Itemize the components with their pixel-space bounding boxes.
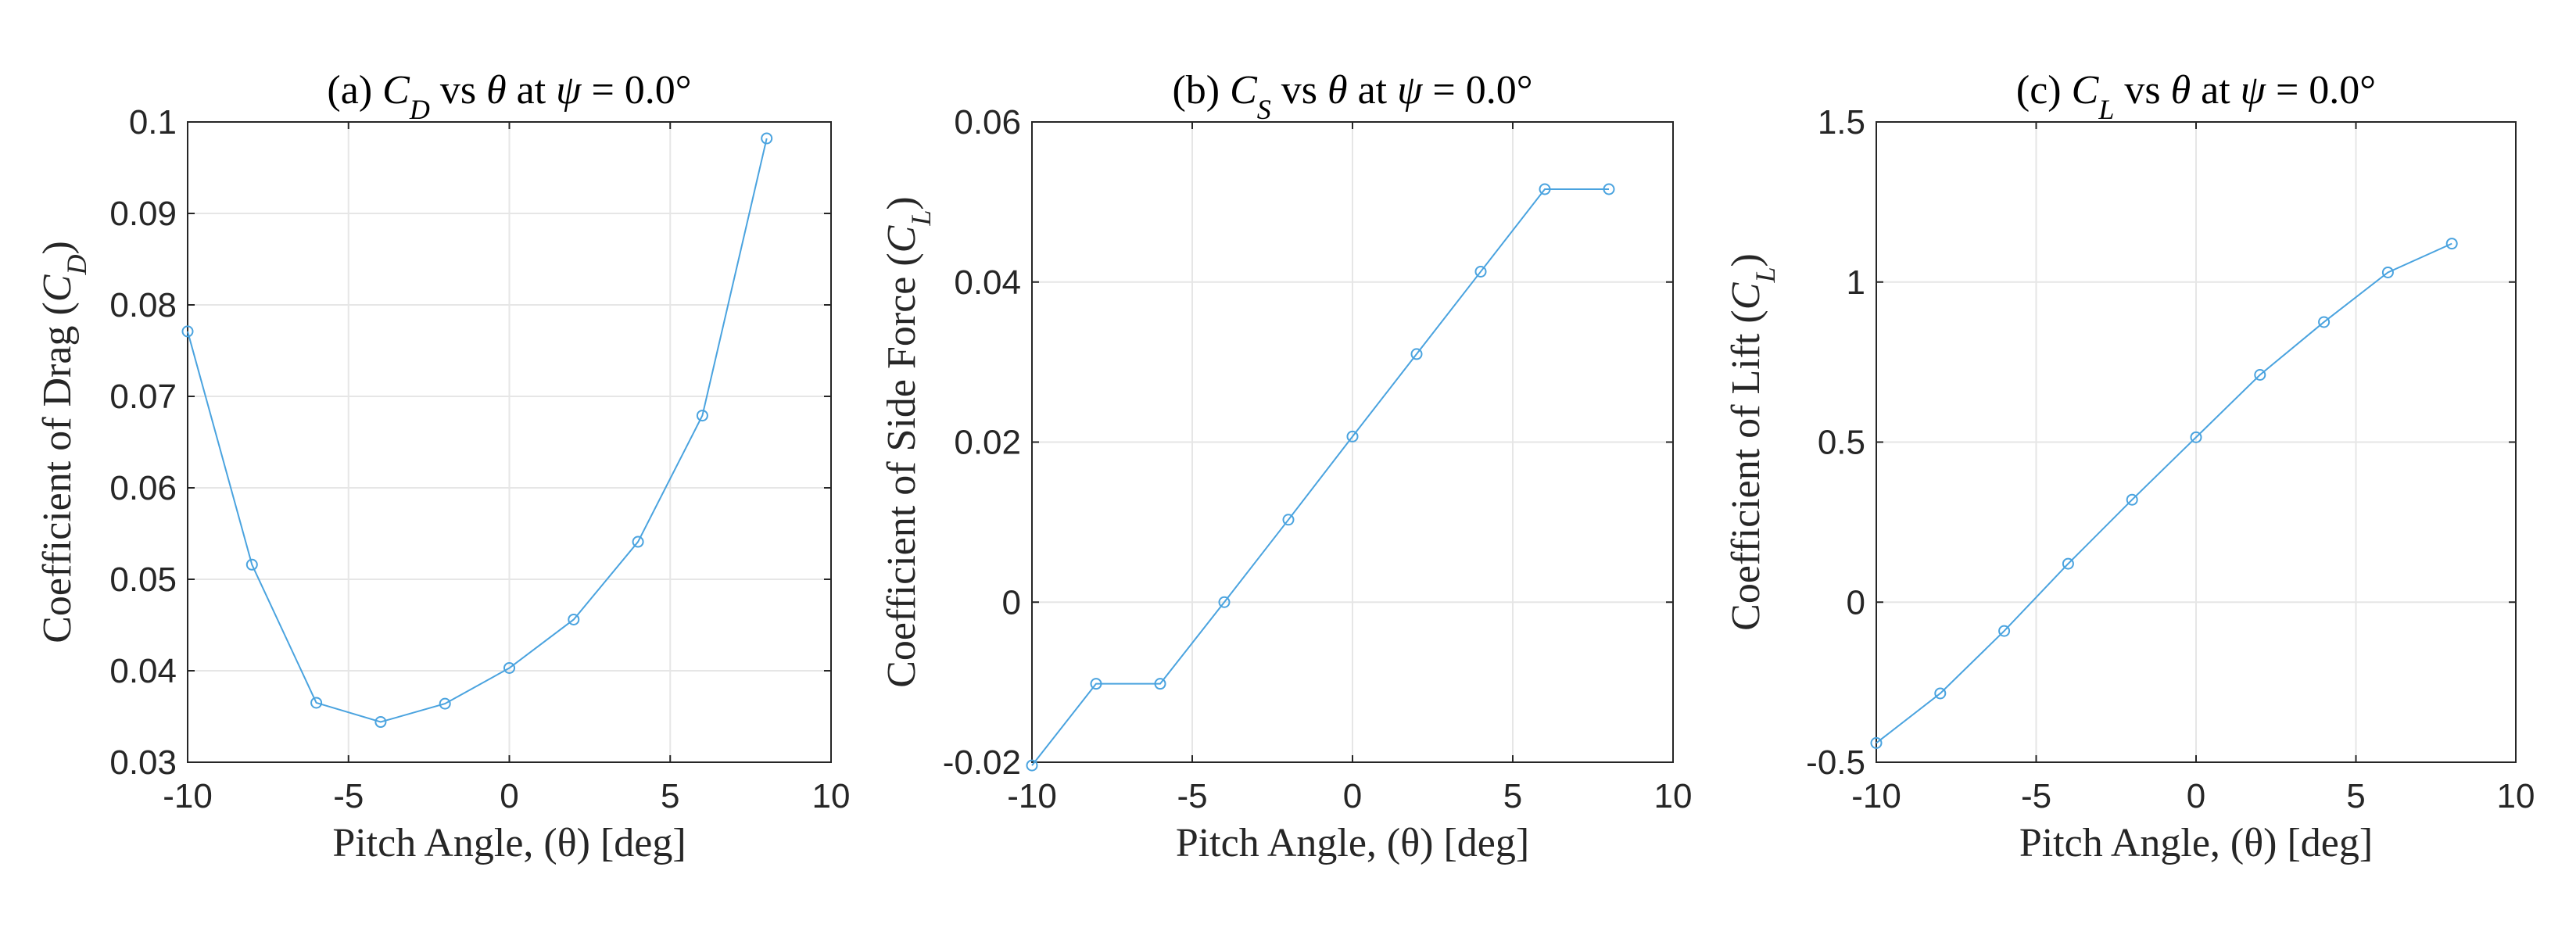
y-tick-label: 0.06 <box>109 469 177 507</box>
x-tick-label: 10 <box>1654 777 1693 815</box>
y-tick-label: 0.04 <box>109 652 177 690</box>
data-point <box>1218 596 1231 608</box>
data-point <box>1346 430 1359 442</box>
x-tick-label: 10 <box>2497 777 2535 815</box>
y-tick-label: 0.5 <box>1818 424 1865 462</box>
chart-panel-2: -10 -5 0 5 10 -0.02 0 0.02 0.04 0.06 (b) CS vs θ a… <box>880 68 1692 865</box>
data-point <box>1998 625 2011 637</box>
y-tick-label: 0.08 <box>109 286 177 324</box>
y-tick-label: 0.07 <box>109 378 177 416</box>
y-axis-label: Coefficient of Drag (CD) <box>35 241 92 643</box>
data-point <box>181 325 194 338</box>
x-tick-label: 5 <box>661 777 679 815</box>
x-tick-label: -10 <box>1007 777 1057 815</box>
data-point <box>2126 493 2138 506</box>
y-tick-label: 0.1 <box>129 103 177 142</box>
x-axis-label: Pitch Angle, (θ) [deg] <box>2019 821 2373 865</box>
data-point <box>503 661 515 674</box>
y-tick-label: 1 <box>1847 263 1865 302</box>
data-point <box>761 132 773 145</box>
chart-title: (b) CS vs θ at ψ = 0.0° <box>1172 68 1532 125</box>
x-tick-label: 0 <box>1343 777 1362 815</box>
x-tick-label: 5 <box>1503 777 1522 815</box>
data-point <box>1282 514 1295 526</box>
data-point <box>2254 369 2266 382</box>
data-point <box>2318 316 2331 328</box>
y-tick-label: -0.5 <box>1806 743 1865 782</box>
series-line <box>1876 242 2452 744</box>
data-point <box>568 613 580 625</box>
series-line <box>1031 188 1609 766</box>
y-tick-label: 0.03 <box>109 743 177 782</box>
data-point <box>1539 183 1551 195</box>
x-tick-label: -5 <box>333 777 364 815</box>
x-axis-label: Pitch Angle, (θ) [deg] <box>332 821 686 865</box>
data-point <box>632 536 644 548</box>
chart-panel-1: -10 -5 0 5 10 0.03 0.04 0.05 0.06 0.07 0.08 0.09 0.1… <box>35 68 850 865</box>
chart-title: (c) CL vs θ at ψ = 0.0° <box>2016 68 2376 125</box>
data-point <box>1870 736 1883 749</box>
y-tick-label: 0.05 <box>109 561 177 599</box>
data-point <box>1934 687 1947 700</box>
y-tick-label: 1.5 <box>1818 103 1865 142</box>
y-tick-label: -0.02 <box>943 743 1021 782</box>
x-tick-label: 0 <box>500 777 518 815</box>
data-point <box>2190 431 2202 443</box>
y-axis-label: Coefficient of Lift (CL) <box>1724 253 1781 631</box>
y-tick-label: 0.02 <box>954 424 1021 462</box>
x-tick-label: 0 <box>2187 777 2205 815</box>
y-tick-label: 0.06 <box>954 103 1021 142</box>
x-tick-label: 5 <box>2346 777 2365 815</box>
data-point <box>1603 183 1615 195</box>
data-point <box>2062 557 2074 570</box>
data-point <box>1154 678 1166 690</box>
data-point <box>696 410 708 422</box>
x-tick-label: -5 <box>1177 777 1207 815</box>
data-point <box>2381 266 2394 278</box>
data-point <box>439 697 451 710</box>
y-axis-label: Coefficient of Side Force (CL) <box>880 196 937 687</box>
x-tick-label: -10 <box>163 777 213 815</box>
data-point <box>310 697 323 709</box>
data-point <box>1474 265 1487 278</box>
data-point <box>1410 348 1423 360</box>
data-point <box>2445 238 2458 250</box>
data-point <box>1090 678 1102 690</box>
y-tick-label: 0 <box>1847 583 1865 622</box>
x-tick-label: -5 <box>2021 777 2051 815</box>
x-tick-label: -10 <box>1851 777 1901 815</box>
data-point <box>374 716 387 729</box>
x-axis-label: Pitch Angle, (θ) [deg] <box>1176 821 1529 865</box>
chart-title: (a) CD vs θ at ψ = 0.0° <box>327 68 691 125</box>
y-tick-label: 0.04 <box>954 263 1021 302</box>
y-tick-label: 0.09 <box>109 195 177 233</box>
data-point <box>1026 759 1038 772</box>
y-tick-label: 0 <box>1002 583 1021 622</box>
chart-panel-3: -10 -5 0 5 10 -0.5 0 0.5 1 1.5 (c) CL vs θ at ψ = … <box>1724 68 2535 865</box>
x-tick-label: 10 <box>812 777 851 815</box>
data-point <box>245 558 258 571</box>
series-line <box>187 138 768 723</box>
